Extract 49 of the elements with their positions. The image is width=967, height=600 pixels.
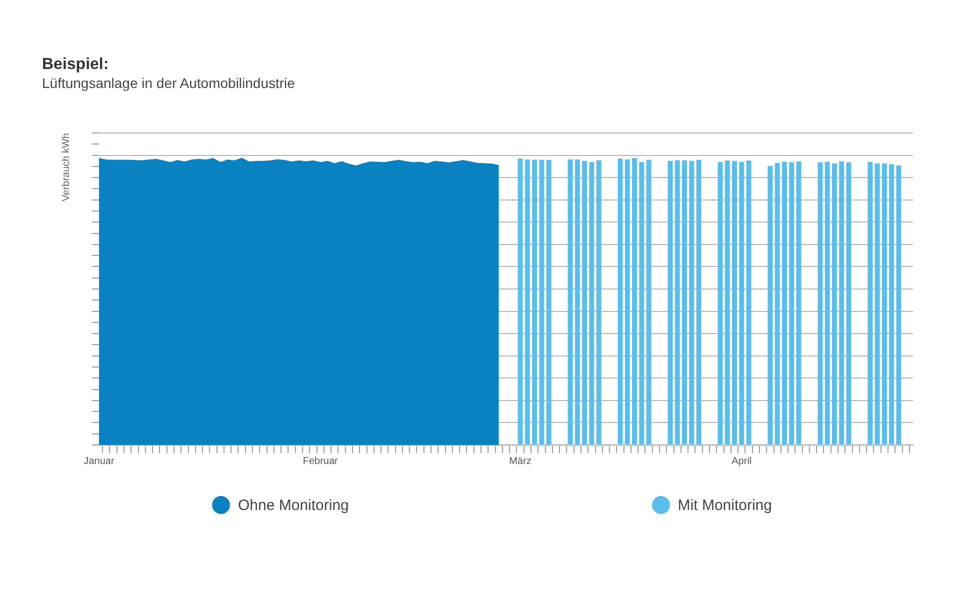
bar xyxy=(824,162,830,444)
bar xyxy=(746,160,752,444)
bar xyxy=(739,162,744,444)
bar xyxy=(789,162,794,444)
bar xyxy=(589,162,594,444)
bar xyxy=(832,163,837,444)
bar xyxy=(574,159,580,444)
bar xyxy=(768,166,773,444)
bar xyxy=(518,158,523,444)
bar xyxy=(524,159,530,444)
bar xyxy=(668,160,673,444)
bar xyxy=(596,160,602,444)
bar xyxy=(896,165,902,444)
bar xyxy=(782,162,787,444)
bar xyxy=(582,160,588,444)
bar xyxy=(539,160,544,444)
x-tick-label: Februar xyxy=(302,456,339,467)
bar xyxy=(618,158,623,444)
bar xyxy=(818,162,823,444)
bar xyxy=(839,161,844,444)
bar xyxy=(874,163,880,444)
chart-subtitle: Lüftungsanlage in der Automobilindustrie xyxy=(42,75,295,91)
bar xyxy=(682,160,688,444)
bar xyxy=(689,160,694,444)
bar xyxy=(724,160,730,444)
bar xyxy=(674,160,680,444)
bar xyxy=(624,159,630,444)
bar xyxy=(646,160,652,444)
legend-label: Ohne Monitoring xyxy=(238,496,349,514)
bar xyxy=(568,159,573,444)
bar xyxy=(889,164,894,444)
y-axis-title: Verbrauch kWh xyxy=(60,133,72,202)
bar xyxy=(718,162,723,444)
bar xyxy=(868,162,873,444)
x-tick-label: April xyxy=(732,456,752,467)
bar xyxy=(732,160,737,444)
bar xyxy=(796,161,802,444)
bar xyxy=(639,162,644,444)
legend-label: Mit Monitoring xyxy=(678,496,772,514)
bar xyxy=(696,160,702,444)
x-tick-label: März xyxy=(509,456,532,467)
x-tick-label: Januar xyxy=(84,456,115,467)
chart-title: Beispiel: xyxy=(42,56,109,74)
bar xyxy=(882,163,887,444)
bar xyxy=(632,158,638,444)
bar xyxy=(846,162,852,444)
bar xyxy=(546,160,552,444)
bar xyxy=(532,160,538,444)
bar xyxy=(774,162,780,444)
